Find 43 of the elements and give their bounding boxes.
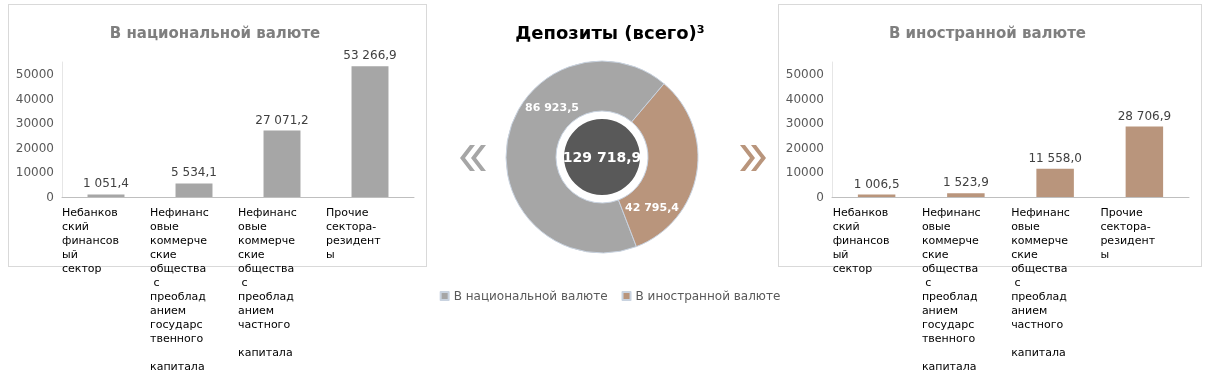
bar — [1125, 126, 1164, 197]
y-tick-label: 30000 — [785, 116, 824, 131]
data-label: 53 266,9 — [343, 48, 397, 63]
chart-title: В национальной валюте — [109, 23, 321, 42]
bar — [87, 194, 125, 197]
data-label: 86 923,5 — [525, 100, 579, 114]
text: 129 718,9 — [562, 149, 642, 165]
x-tick-label: Прочие сектора-резиденты — [326, 205, 382, 261]
data-label: 28 706,9 — [1117, 108, 1172, 123]
y-tick-label: 10000 — [15, 165, 54, 180]
category-label: Нефинансовые коммерческие общества с преобладанием государственного капитала — [150, 205, 209, 373]
data-label: 1 523,9 — [942, 175, 989, 190]
x-tick-label: Прочие сектора-резиденты — [1100, 205, 1156, 261]
data-label: 1 006,5 — [853, 176, 900, 191]
chart-title: Депозиты (всего)³ — [515, 21, 705, 43]
bar — [263, 130, 301, 197]
data-label: 42 795,4 — [625, 200, 680, 214]
data-label: 1 051,4 — [83, 176, 129, 191]
y-tick-label: 10000 — [785, 165, 824, 180]
y-tick-label: 30000 — [15, 116, 54, 131]
y-tick-label: 0 — [816, 190, 824, 204]
bar — [175, 183, 213, 197]
x-tick-label: Небанковский финансовый сектор — [832, 205, 890, 275]
y-tick-label: 20000 — [15, 140, 54, 155]
x-tick-label: Небанковский финансовый сектор — [62, 205, 119, 275]
legend-label: В иностранной валюте — [635, 289, 781, 303]
category-label: Нефинансовые коммерческие общества с преобладанием частного капитала — [238, 205, 297, 359]
category-label: Нефинансовые коммерческие общества с преобладанием государственного капитала — [921, 205, 981, 373]
legend-label: В национальной валюте — [453, 289, 608, 303]
chart-title: В иностранной валюте — [888, 23, 1087, 42]
category-label: Нефинансовые коммерческие общества с преобладанием частного капитала — [1011, 205, 1070, 359]
y-tick-label: 40000 — [785, 91, 824, 106]
y-tick-label: 20000 — [785, 140, 824, 155]
data-label: 11 558,0 — [1028, 150, 1082, 165]
y-tick-label: 50000 — [15, 67, 54, 82]
y-tick-label: 40000 — [15, 91, 54, 106]
bar — [1036, 168, 1074, 197]
bar — [947, 193, 985, 197]
y-tick-label: 0 — [46, 190, 54, 204]
data-label: 27 071,2 — [255, 112, 309, 127]
y-tick-label: 50000 — [785, 67, 824, 82]
bar — [351, 66, 389, 197]
data-label: 5 534,1 — [171, 165, 217, 180]
